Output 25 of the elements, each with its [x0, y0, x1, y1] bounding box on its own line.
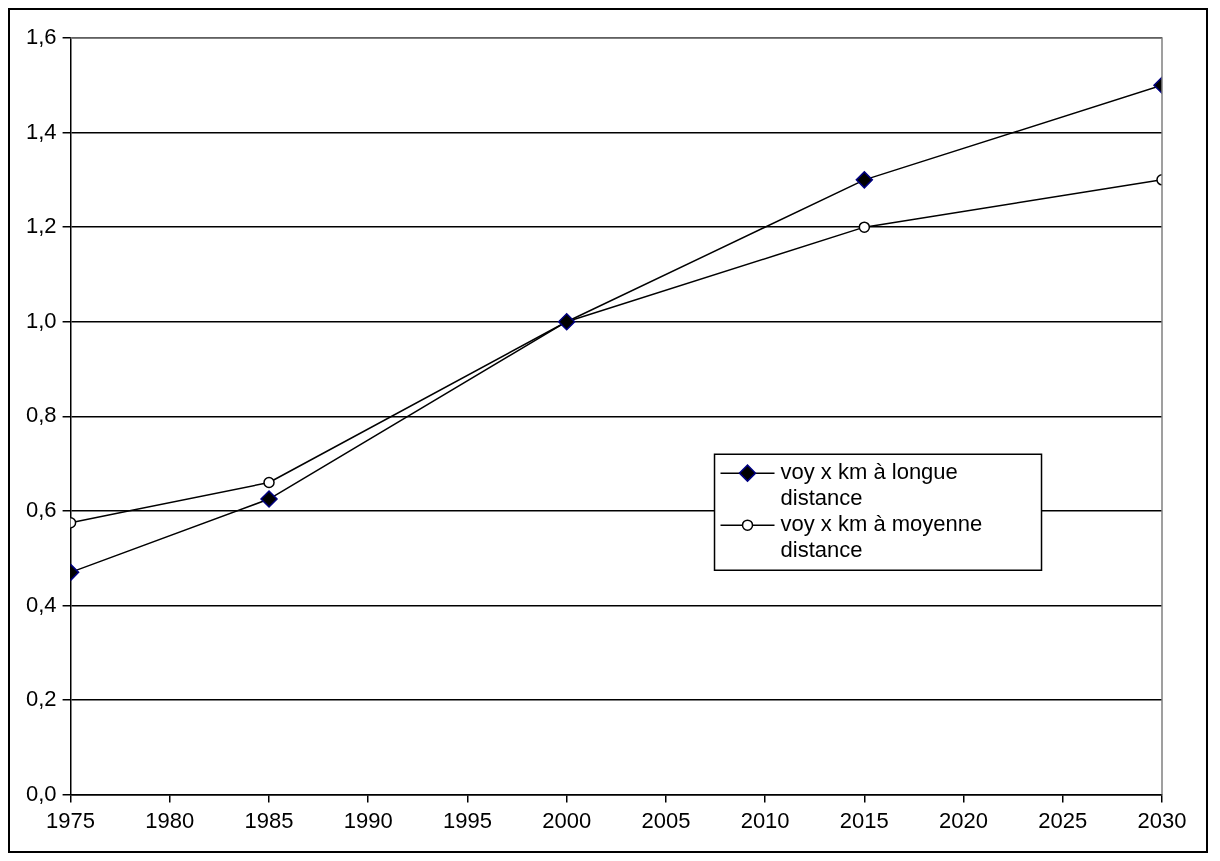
x-tick-label: 1980 [145, 807, 195, 833]
x-tick-label: 2010 [740, 807, 790, 833]
x-tick-label: 1990 [343, 807, 393, 833]
y-tick-label: 0,0 [25, 780, 57, 806]
point [260, 490, 278, 508]
x-tick-label: 2020 [939, 807, 989, 833]
x-tick-label: 1975 [46, 807, 96, 833]
y-tick-label: 0,6 [25, 496, 57, 522]
y-tick-label: 1,2 [25, 213, 57, 239]
y-tick-label: 0,4 [25, 591, 57, 617]
x-tick-label: 2000 [542, 807, 592, 833]
x-tick-label: 1985 [244, 807, 294, 833]
y-tick-label: 1,0 [25, 307, 57, 333]
y-tick-label: 0,2 [25, 686, 57, 712]
point [557, 312, 576, 331]
point [855, 171, 874, 189]
x-tick-label: 2015 [839, 807, 889, 833]
x-tick-label: 2025 [1038, 807, 1088, 833]
x-tick-label: 2005 [641, 807, 691, 833]
x-tick-label: 1995 [442, 807, 492, 833]
y-tick-label: 0,8 [25, 402, 57, 428]
legend-label: voy x km à moyenne distance [780, 511, 983, 563]
x-tick-label: 2030 [1137, 807, 1187, 833]
y-tick-label: 1,4 [25, 118, 57, 144]
y-tick-label: 1,6 [25, 24, 57, 50]
